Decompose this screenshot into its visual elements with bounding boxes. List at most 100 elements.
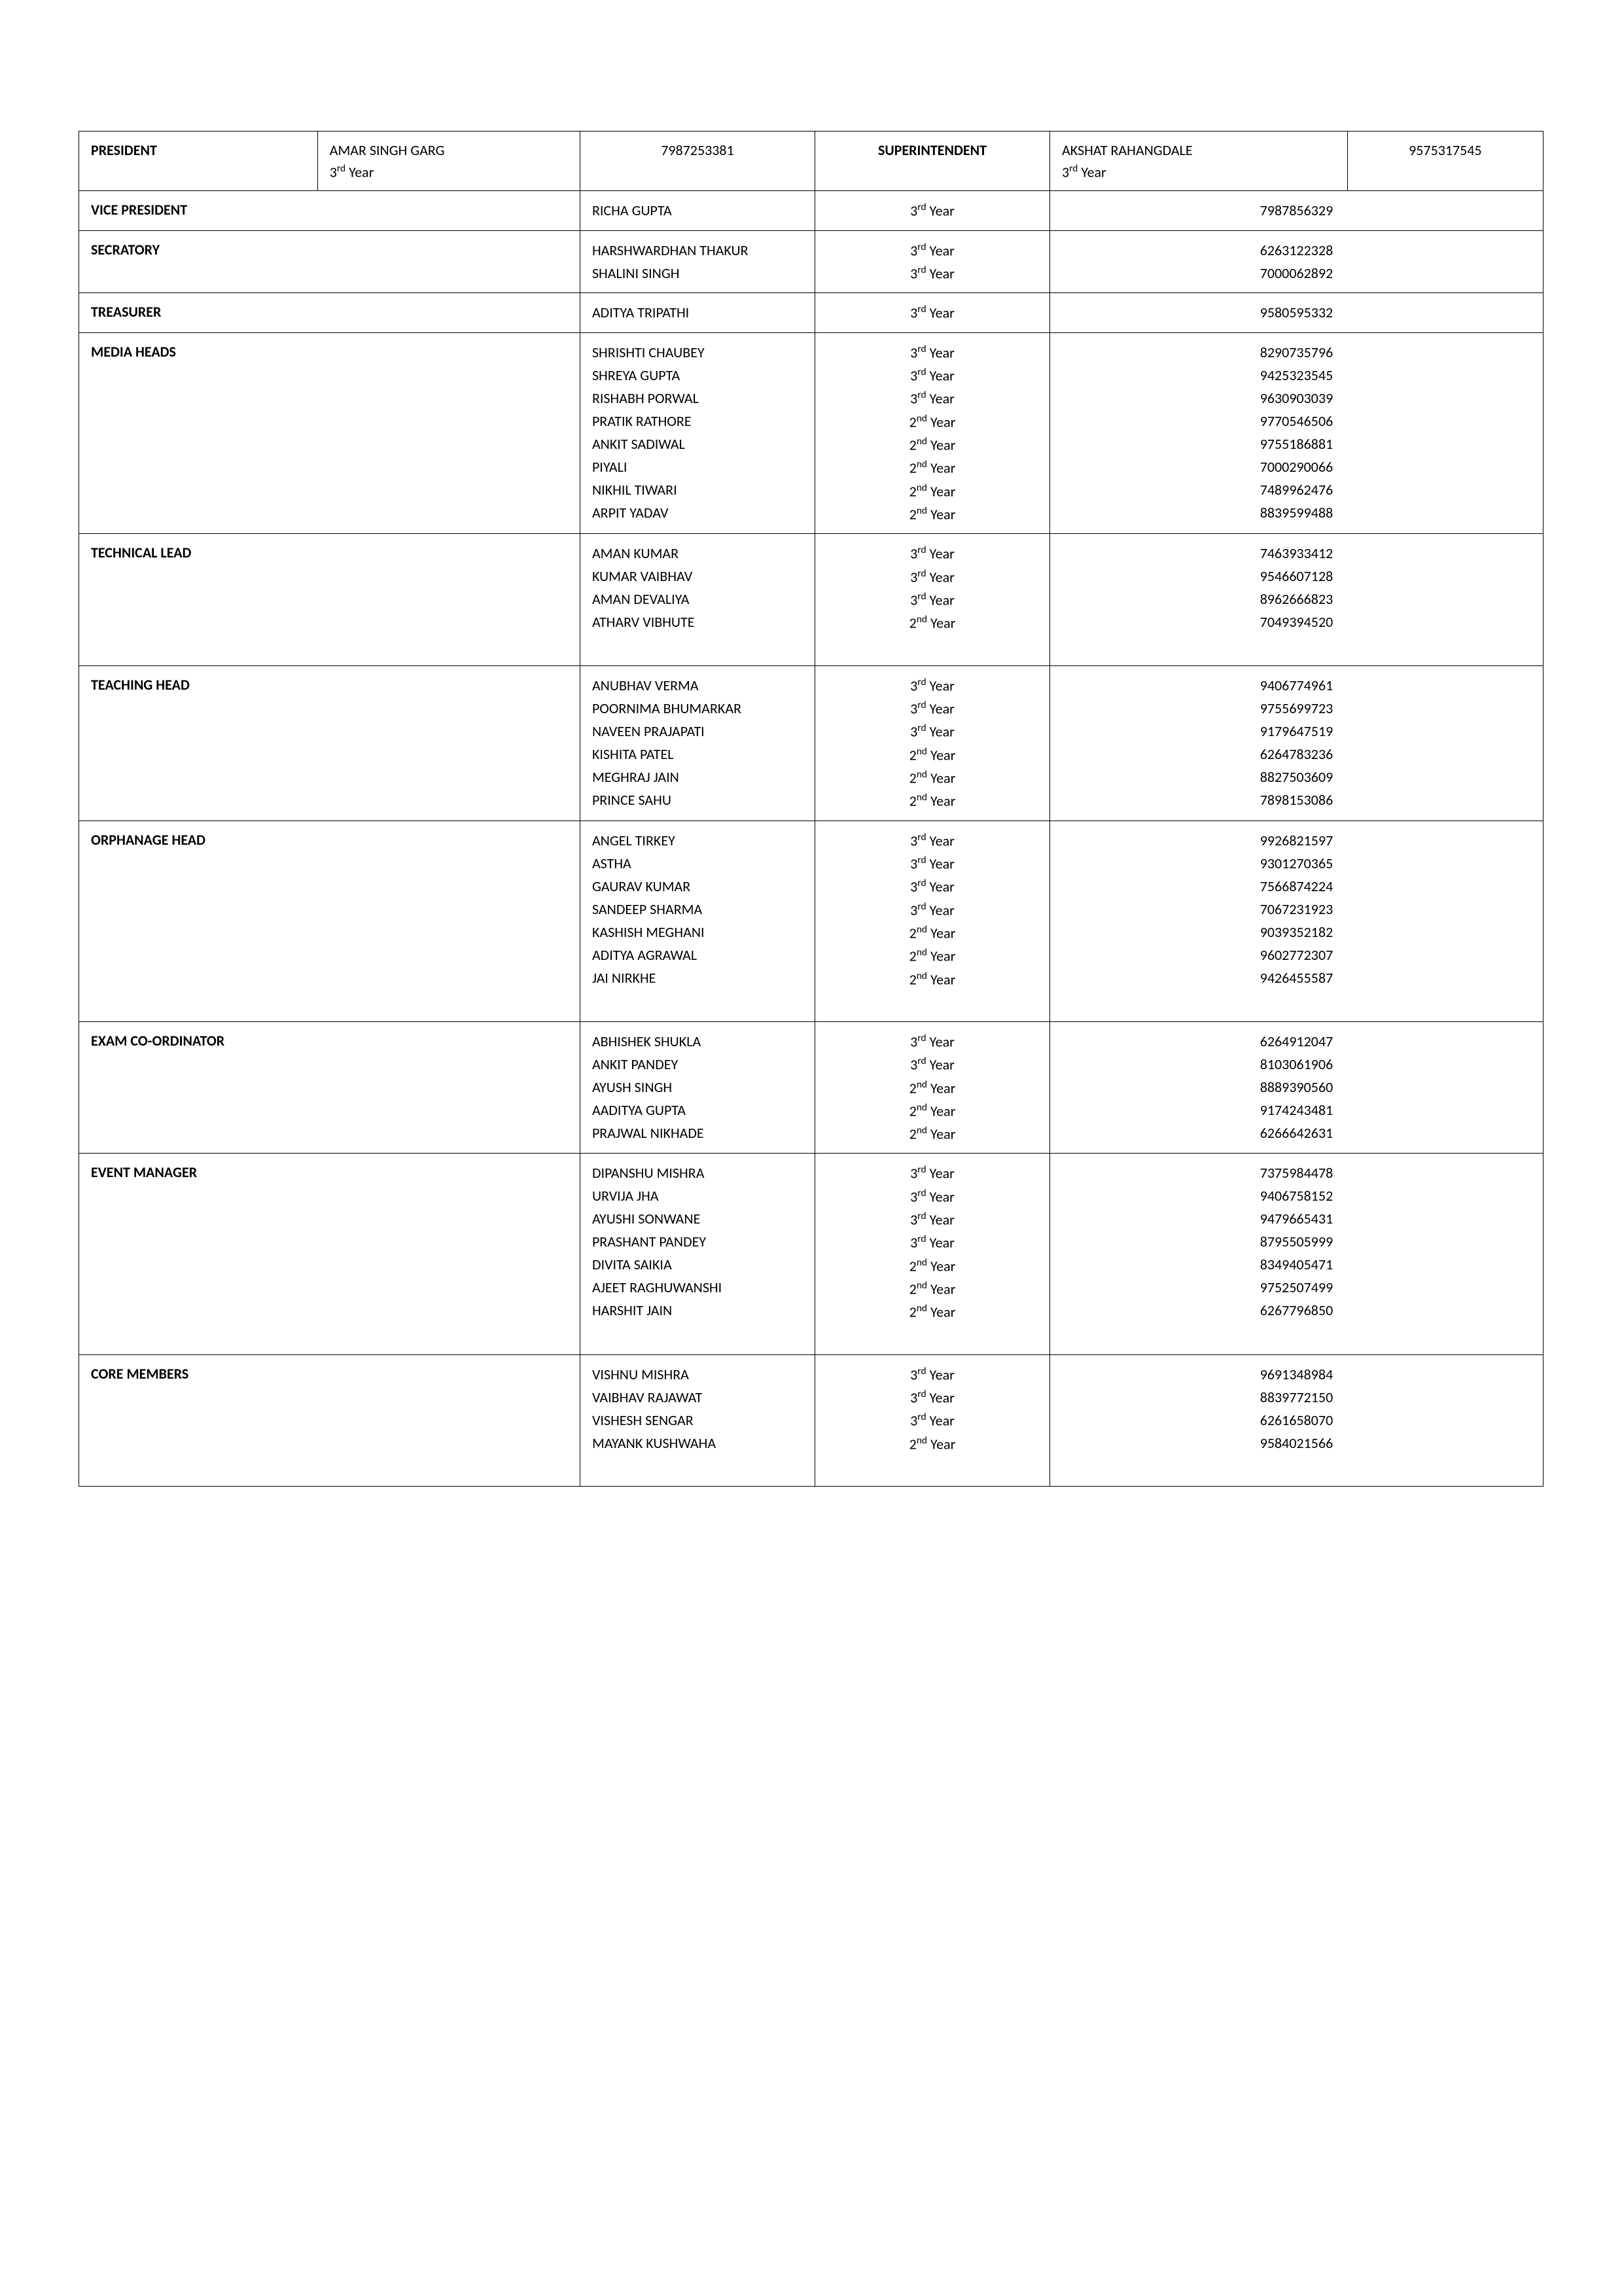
role-label: TECHNICAL LEAD	[79, 534, 580, 665]
names-cell: HARSHWARDHAN THAKURSHALINI SINGH	[580, 230, 815, 293]
member-name: KUMAR VAIBHAV	[592, 565, 803, 588]
member-name: DIVITA SAIKIA	[592, 1253, 803, 1276]
member-name: RISHABH PORWAL	[592, 387, 803, 410]
member-name: RICHA GUPTA	[592, 199, 803, 222]
member-name: PRASHANT PANDEY	[592, 1230, 803, 1253]
president-phone: 7987253381	[580, 132, 815, 191]
member-year: 3rd Year	[827, 262, 1038, 285]
table-row: EXAM CO-ORDINATORABHISHEK SHUKLAANKIT PA…	[79, 1021, 1543, 1154]
year-cell: 3rd Year	[815, 293, 1049, 332]
member-year: 2nd Year	[827, 921, 1038, 944]
member-year: 3rd Year	[827, 341, 1038, 364]
member-phone: 9301270365	[1062, 852, 1531, 875]
member-year: 3rd Year	[827, 542, 1038, 565]
member-name: ABHISHEK SHUKLA	[592, 1030, 803, 1053]
phone-cell: 9580595332	[1050, 293, 1543, 332]
superintendent-name-cell: AKSHAT RAHANGDALE3rd Year	[1050, 132, 1348, 191]
member-phone: 8795505999	[1062, 1230, 1531, 1253]
member-phone: 9755186881	[1062, 433, 1531, 455]
member-phone: 7566874224	[1062, 875, 1531, 898]
table-row: TREASURERADITYA TRIPATHI3rd Year95805953…	[79, 293, 1543, 332]
member-year: 2nd Year	[827, 480, 1038, 503]
names-cell: AMAN KUMARKUMAR VAIBHAVAMAN DEVALIYAATHA…	[580, 534, 815, 665]
member-phone: 9770546506	[1062, 410, 1531, 433]
superintendent-phone: 9575317545	[1347, 132, 1543, 191]
table-row: EVENT MANAGERDIPANSHU MISHRAURVIJA JHAAY…	[79, 1154, 1543, 1354]
year-cell: 3rd Year3rd Year3rd Year3rd Year2nd Year…	[815, 1154, 1049, 1354]
member-name: VAIBHAV RAJAWAT	[592, 1386, 803, 1409]
role-label: VICE PRESIDENT	[79, 191, 580, 230]
member-year: 3rd Year	[827, 588, 1038, 611]
member-year: 3rd Year	[827, 301, 1038, 324]
names-cell: RICHA GUPTA	[580, 191, 815, 230]
member-name: SANDEEP SHARMA	[592, 898, 803, 921]
member-name: AMAN KUMAR	[592, 542, 803, 565]
member-year: 2nd Year	[827, 456, 1038, 479]
member-year: 3rd Year	[827, 875, 1038, 898]
member-phone: 9926821597	[1062, 829, 1531, 852]
member-name: ANGEL TIRKEY	[592, 829, 803, 852]
member-phone: 7463933412	[1062, 542, 1531, 565]
president-name-cell: AMAR SINGH GARG3rd Year	[317, 132, 580, 191]
member-name: AYUSH SINGH	[592, 1076, 803, 1099]
member-name: URVIJA JHA	[592, 1184, 803, 1207]
role-label: CORE MEMBERS	[79, 1354, 580, 1486]
member-year: 2nd Year	[827, 743, 1038, 766]
role-label: EVENT MANAGER	[79, 1154, 580, 1354]
table-row: SECRATORYHARSHWARDHAN THAKURSHALINI SING…	[79, 230, 1543, 293]
member-phone: 6261658070	[1062, 1409, 1531, 1432]
member-name: SHALINI SINGH	[592, 262, 803, 285]
member-name: SHREYA GUPTA	[592, 364, 803, 387]
member-phone: 8290735796	[1062, 341, 1531, 364]
names-cell: ANUBHAV VERMAPOORNIMA BHUMARKARNAVEEN PR…	[580, 665, 815, 821]
year-cell: 3rd Year3rd Year3rd Year2nd Year2nd Year…	[815, 665, 1049, 821]
member-year: 3rd Year	[827, 898, 1038, 921]
member-phone: 7000062892	[1062, 262, 1531, 285]
phone-cell: 62631223287000062892	[1050, 230, 1543, 293]
member-phone: 6267796850	[1062, 1299, 1531, 1322]
member-phone: 8889390560	[1062, 1076, 1531, 1099]
phone-cell: 7375984478940675815294796654318795505999…	[1050, 1154, 1543, 1354]
member-phone: 9406774961	[1062, 674, 1531, 697]
member-phone: 9425323545	[1062, 364, 1531, 387]
member-phone: 9752507499	[1062, 1276, 1531, 1299]
member-name: NAVEEN PRAJAPATI	[592, 720, 803, 743]
phone-cell: 8290735796942532354596309030399770546506…	[1050, 332, 1543, 534]
year-cell: 3rd Year3rd Year3rd Year3rd Year2nd Year…	[815, 821, 1049, 1021]
role-label: TEACHING HEAD	[79, 665, 580, 821]
member-name: HARSHWARDHAN THAKUR	[592, 239, 803, 262]
table-row: MEDIA HEADSSHRISHTI CHAUBEYSHREYA GUPTAR…	[79, 332, 1543, 534]
names-cell: VISHNU MISHRAVAIBHAV RAJAWATVISHESH SENG…	[580, 1354, 815, 1486]
top-row: PRESIDENTAMAR SINGH GARG3rd Year79872533…	[79, 132, 1543, 191]
member-year: 3rd Year	[827, 852, 1038, 875]
table-row: VICE PRESIDENTRICHA GUPTA3rd Year7987856…	[79, 191, 1543, 230]
member-year: 2nd Year	[827, 766, 1038, 789]
member-year: 3rd Year	[827, 239, 1038, 262]
member-phone: 7489962476	[1062, 478, 1531, 501]
member-name: VISHNU MISHRA	[592, 1363, 803, 1386]
role-label: ORPHANAGE HEAD	[79, 821, 580, 1021]
member-name: MAYANK KUSHWAHA	[592, 1432, 803, 1455]
member-year: 3rd Year	[827, 1363, 1038, 1386]
member-name: PRATIK RATHORE	[592, 410, 803, 433]
member-name: PIYALI	[592, 455, 803, 478]
member-phone: 9584021566	[1062, 1432, 1531, 1455]
names-cell: ABHISHEK SHUKLAANKIT PANDEYAYUSH SINGHAA…	[580, 1021, 815, 1154]
member-name: PRINCE SAHU	[592, 788, 803, 811]
member-name: AADITYA GUPTA	[592, 1099, 803, 1122]
member-phone: 9546607128	[1062, 565, 1531, 588]
member-year: 3rd Year	[827, 674, 1038, 697]
committee-table: PRESIDENTAMAR SINGH GARG3rd Year79872533…	[79, 131, 1543, 1487]
names-cell: SHRISHTI CHAUBEYSHREYA GUPTARISHABH PORW…	[580, 332, 815, 534]
member-phone: 9691348984	[1062, 1363, 1531, 1386]
table-row: TEACHING HEADANUBHAV VERMAPOORNIMA BHUMA…	[79, 665, 1543, 821]
names-cell: DIPANSHU MISHRAURVIJA JHAAYUSHI SONWANEP…	[580, 1154, 815, 1354]
member-phone: 6264912047	[1062, 1030, 1531, 1053]
member-phone: 9426455587	[1062, 966, 1531, 989]
member-phone: 6263122328	[1062, 239, 1531, 262]
member-phone: 7000290066	[1062, 455, 1531, 478]
role-label: EXAM CO-ORDINATOR	[79, 1021, 580, 1154]
member-year: 2nd Year	[827, 1277, 1038, 1300]
names-cell: ADITYA TRIPATHI	[580, 293, 815, 332]
member-name: ADITYA TRIPATHI	[592, 301, 803, 324]
